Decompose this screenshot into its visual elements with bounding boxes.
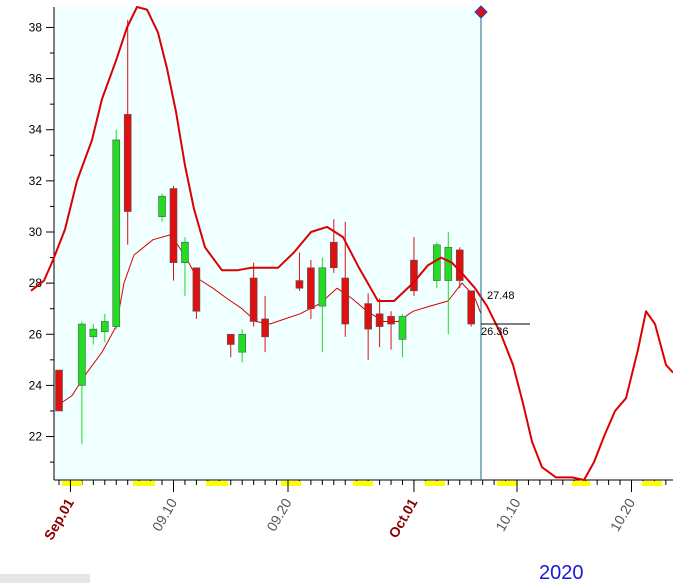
candle-body	[410, 259, 418, 292]
candle-body	[112, 139, 121, 327]
candle-body	[364, 303, 372, 330]
x-axis: Sep.01 09.10 09.20 Oct.01 10.10 10.20	[41, 480, 667, 543]
y-tick-label: 36	[29, 72, 43, 86]
candle-body	[307, 267, 315, 309]
week-marker	[206, 481, 228, 486]
candle-body	[318, 267, 327, 307]
x-tick-label: Oct.01	[385, 495, 420, 540]
week-marker	[642, 481, 662, 486]
candle-body	[261, 318, 269, 338]
y-tick-label: 26	[29, 327, 43, 341]
candle-body	[295, 280, 304, 289]
candle-body	[123, 114, 132, 212]
candle-body	[375, 313, 384, 327]
candle-body	[249, 277, 258, 322]
candle[interactable]	[55, 369, 63, 412]
x-tick-label: 09.20	[263, 495, 294, 534]
y-tick-label: 34	[29, 123, 43, 137]
week-marker	[425, 481, 445, 486]
candle[interactable]	[444, 231, 453, 335]
candle[interactable]	[192, 267, 201, 319]
candle[interactable]	[375, 298, 384, 348]
candle[interactable]	[329, 219, 338, 273]
candle[interactable]	[467, 290, 476, 327]
candle-body	[101, 321, 109, 333]
candle-body	[192, 267, 201, 312]
candle-body	[158, 195, 166, 217]
y-axis-ticks: 22 24 26 28 30 32 34 36 38	[29, 20, 54, 463]
week-marker	[497, 481, 517, 486]
candle-body	[181, 241, 189, 263]
x-tick-label: 10.20	[607, 495, 638, 534]
candle[interactable]	[295, 252, 304, 291]
candle[interactable]	[169, 185, 178, 281]
bottom-scrollbar[interactable]	[0, 574, 90, 583]
candle[interactable]	[112, 129, 121, 330]
candle[interactable]	[238, 329, 246, 363]
week-marker	[353, 481, 373, 486]
candle[interactable]	[78, 321, 86, 445]
candle[interactable]	[158, 193, 166, 222]
y-tick-label: 38	[29, 20, 43, 34]
y-tick-label: 22	[29, 430, 43, 444]
y-tick-label: 28	[29, 276, 43, 290]
candle-body	[55, 369, 63, 412]
candle-body	[226, 333, 235, 345]
year-label: 2020	[539, 562, 584, 583]
week-marker	[572, 481, 590, 486]
candle-body	[89, 328, 98, 338]
price-label-low: 26.36	[481, 326, 509, 338]
candle-body	[467, 290, 476, 325]
candle[interactable]	[398, 313, 407, 358]
week-marker	[62, 481, 82, 486]
candle[interactable]	[101, 313, 109, 342]
candle-body	[78, 323, 86, 386]
x-tick-label: 09.10	[149, 495, 180, 534]
candle-body	[444, 247, 453, 281]
candle-body	[455, 249, 464, 281]
y-tick-label: 32	[29, 174, 43, 188]
candle[interactable]	[387, 311, 395, 350]
candle-body	[433, 244, 441, 281]
candle[interactable]	[318, 257, 327, 353]
price-label-high: 27.48	[487, 290, 515, 302]
candle[interactable]	[249, 262, 258, 327]
upper-curve-layer	[30, 6, 673, 481]
candle[interactable]	[261, 295, 269, 353]
plot-background	[54, 7, 481, 480]
x-tick-label: 10.10	[492, 495, 523, 534]
y-tick-label: 30	[29, 225, 43, 239]
candle-body	[169, 188, 178, 263]
candle-body	[329, 241, 338, 269]
candle[interactable]	[181, 237, 189, 296]
candle[interactable]	[307, 260, 315, 319]
candles	[55, 19, 476, 445]
week-marker	[281, 481, 301, 486]
candle[interactable]	[364, 293, 372, 360]
candle[interactable]	[410, 237, 418, 296]
candle-body	[398, 316, 407, 340]
candle-body	[387, 316, 395, 325]
upper-curve-line	[30, 6, 673, 481]
candle[interactable]	[89, 324, 98, 345]
cursor-diamond-icon[interactable]	[474, 5, 488, 19]
candle[interactable]	[123, 19, 132, 245]
x-tick-label: Sep.01	[41, 495, 78, 542]
candle-body	[341, 277, 350, 325]
week-marker	[133, 481, 155, 486]
candle-body	[238, 333, 246, 353]
candle[interactable]	[226, 333, 235, 358]
candle[interactable]	[455, 247, 464, 289]
y-tick-label: 24	[29, 378, 43, 392]
